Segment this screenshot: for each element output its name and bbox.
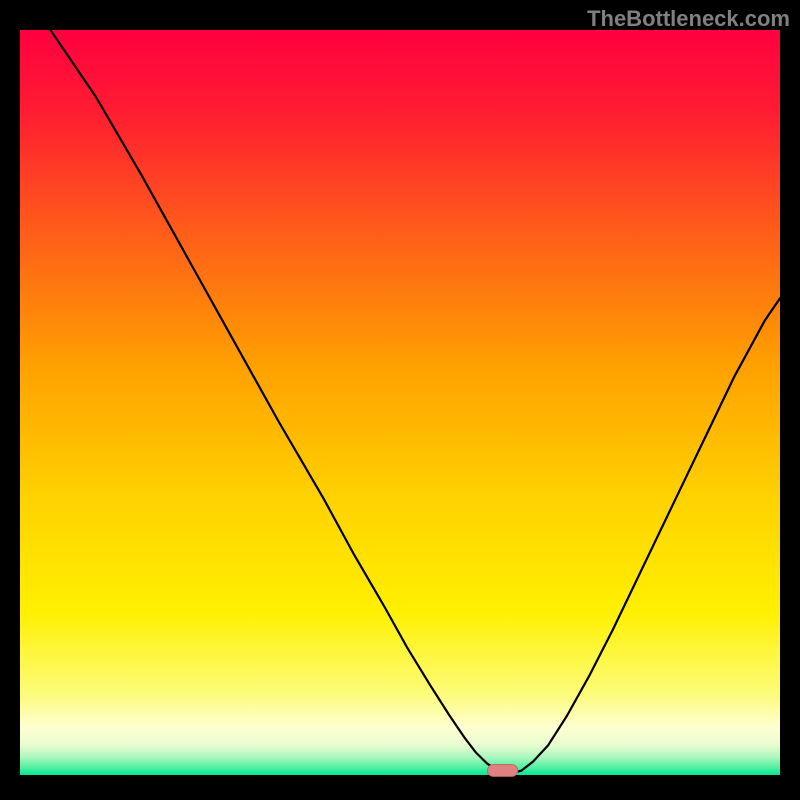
watermark-text: TheBottleneck.com xyxy=(587,6,790,32)
optimum-marker xyxy=(487,765,517,777)
chart-svg xyxy=(0,0,800,800)
bottleneck-chart: TheBottleneck.com xyxy=(0,0,800,800)
plot-gradient-background xyxy=(20,30,780,775)
